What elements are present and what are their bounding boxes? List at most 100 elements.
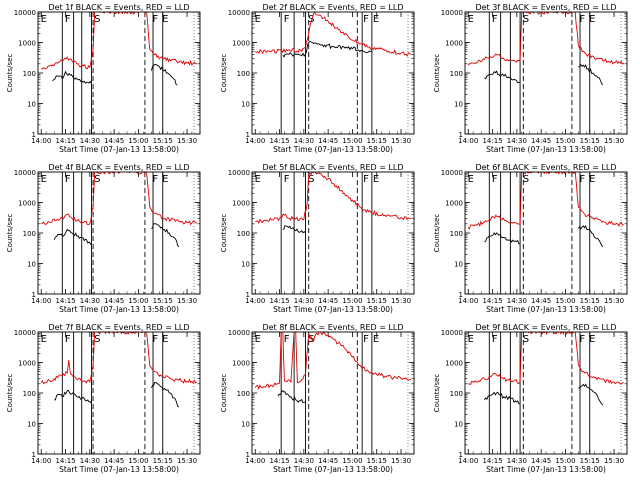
y-tick-label: 10000	[228, 329, 250, 337]
series-group	[41, 172, 197, 248]
detector-panel: Det 2f BLACK = Events, RED = LLD Counts/s…	[220, 3, 415, 154]
segment-label: E	[589, 334, 595, 345]
panel-frame	[37, 171, 201, 295]
segment-label: F	[492, 14, 498, 25]
panel-title: Det 3f BLACK = Events, RED = LLD	[475, 3, 616, 12]
x-axis-label: Start Time (07-Jan-13 13:58:00)	[486, 145, 606, 154]
x-tick-label: 15:30	[177, 457, 197, 465]
events-series-line	[484, 70, 521, 84]
detector-panel: Det 1f BLACK = Events, RED = LLD Counts/s…	[6, 3, 201, 154]
segment-label: F	[363, 334, 369, 345]
segment-label: S	[308, 334, 314, 345]
x-tick-label: 14:15	[269, 297, 289, 305]
lld-series-line	[467, 172, 624, 230]
y-axis-label: Counts/sec	[220, 374, 228, 413]
panel-title: Det 7f BLACK = Events, RED = LLD	[48, 323, 189, 332]
segment-label: E	[255, 334, 261, 345]
events-series-line	[151, 382, 180, 408]
x-tick-label: 15:00	[128, 457, 148, 465]
panel-frame	[464, 331, 628, 455]
x-tick-label: 15:30	[177, 137, 197, 145]
y-tick-label: 10000	[441, 9, 463, 17]
events-series-line	[484, 232, 521, 245]
panel-frame	[37, 11, 201, 135]
segment-label: S	[94, 174, 100, 185]
x-tick-label: 15:30	[391, 137, 411, 145]
y-tick-label: 1000	[232, 200, 250, 208]
events-series-line	[282, 40, 372, 58]
y-tick-label: 10	[27, 101, 36, 109]
y-tick-label: 1000	[445, 360, 463, 368]
segment-label: E	[468, 174, 474, 185]
y-tick-label: 1000	[18, 40, 36, 48]
x-tick-label: 15:15	[580, 457, 600, 465]
y-axis-label: Counts/sec	[6, 54, 14, 93]
y-axis-label: Counts/sec	[433, 54, 441, 93]
x-axis-label: Start Time (07-Jan-13 13:58:00)	[486, 465, 606, 474]
x-tick-label: 14:45	[531, 297, 551, 305]
x-tick-label: 14:30	[80, 297, 100, 305]
segment-label: E	[255, 14, 261, 25]
y-tick-label: 100	[237, 230, 250, 238]
segment-label: E	[41, 334, 47, 345]
y-tick-label: 1	[246, 291, 250, 299]
x-tick-label: 15:00	[128, 297, 148, 305]
detector-panel: Det 8f BLACK = Events, RED = LLD Counts/s…	[220, 323, 415, 474]
segment-label: S	[523, 334, 529, 345]
segment-label: S	[523, 174, 529, 185]
panel-title: Det 8f BLACK = Events, RED = LLD	[262, 323, 403, 332]
lld-series-line	[254, 332, 411, 390]
events-series-line	[52, 70, 92, 84]
x-tick-label: 15:15	[153, 137, 173, 145]
x-tick-label: 14:15	[55, 137, 75, 145]
y-tick-label: 100	[450, 390, 463, 398]
x-axis-label: Start Time (07-Jan-13 13:58:00)	[59, 145, 179, 154]
panel-frame	[251, 171, 415, 295]
series-group	[467, 172, 624, 248]
y-tick-label: 10	[27, 421, 36, 429]
x-tick-label: 14:30	[80, 137, 100, 145]
y-tick-label: 100	[237, 70, 250, 78]
detector-panel: Det 7f BLACK = Events, RED = LLD Counts/s…	[6, 323, 201, 474]
panel-title: Det 4f BLACK = Events, RED = LLD	[48, 163, 189, 172]
segment-label: E	[41, 174, 47, 185]
x-tick-label: 15:00	[555, 457, 575, 465]
events-series-line	[151, 223, 180, 248]
x-tick-label: 15:30	[177, 297, 197, 305]
x-tick-label: 15:15	[580, 297, 600, 305]
series-group	[468, 332, 624, 406]
segment-label: F	[363, 174, 369, 185]
y-tick-label: 1000	[18, 200, 36, 208]
segment-label: E	[468, 14, 474, 25]
x-tick-label: 14:15	[482, 297, 502, 305]
x-tick-label: 14:30	[294, 297, 314, 305]
y-tick-label: 1	[32, 131, 36, 139]
x-tick-label: 14:45	[104, 297, 124, 305]
y-tick-label: 100	[450, 230, 463, 238]
segment-label: F	[492, 334, 498, 345]
x-tick-label: 14:45	[318, 137, 338, 145]
segment-label: F	[152, 174, 158, 185]
series-group	[254, 332, 411, 404]
y-tick-label: 1000	[232, 40, 250, 48]
segment-label: F	[579, 14, 585, 25]
panel-title: Det 9f BLACK = Events, RED = LLD	[475, 323, 616, 332]
segment-label: F	[152, 334, 158, 345]
x-tick-label: 14:00	[245, 137, 265, 145]
panel-frame	[464, 171, 628, 295]
x-tick-label: 15:00	[128, 137, 148, 145]
y-tick-label: 100	[237, 390, 250, 398]
segment-label: E	[162, 174, 168, 185]
y-tick-label: 1	[32, 291, 36, 299]
x-tick-label: 15:00	[342, 457, 362, 465]
x-tick-label: 14:15	[482, 457, 502, 465]
segment-label: F	[65, 174, 71, 185]
x-tick-label: 14:00	[458, 297, 478, 305]
y-tick-label: 1000	[445, 40, 463, 48]
lld-series-line	[468, 332, 624, 385]
y-tick-label: 1000	[232, 360, 250, 368]
y-tick-label: 10	[241, 261, 250, 269]
y-tick-label: 1	[246, 451, 250, 459]
y-tick-label: 10	[27, 261, 36, 269]
